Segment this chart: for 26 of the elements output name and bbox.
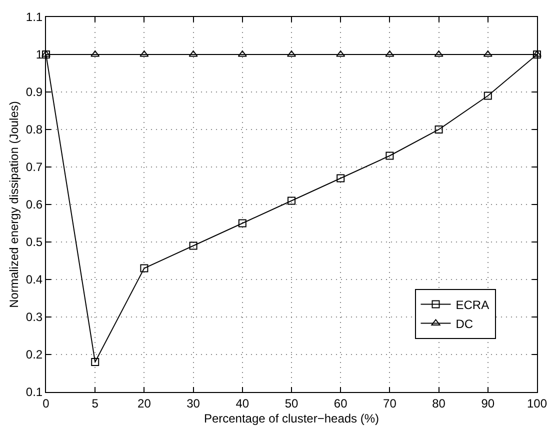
x-tick-label: 60 (334, 396, 348, 410)
y-tick-label: 0.4 (26, 272, 43, 287)
x-tick-label: 90 (481, 396, 495, 410)
x-tick-label: 50 (284, 396, 298, 410)
legend-label: ECRA (456, 298, 490, 312)
y-tick-label: 1 (36, 48, 43, 62)
x-tick-label: 5 (92, 396, 99, 410)
legend-label: DC (456, 316, 474, 331)
y-tick-label: 0.5 (26, 235, 43, 250)
y-tick-label: 0.9 (26, 85, 43, 100)
x-tick-label: 0 (42, 396, 50, 410)
y-tick-label: 0.2 (26, 348, 43, 362)
y-tick-label: 0.3 (26, 310, 43, 324)
y-tick-label: 0.6 (26, 198, 43, 212)
y-axis-title: Normalized energy dissipation (Joules) (7, 101, 22, 308)
x-tick-label: 70 (383, 396, 397, 410)
y-tick-label: 0.8 (26, 122, 43, 137)
x-tick-label: 20 (138, 396, 152, 410)
x-tick-label: 40 (236, 396, 250, 410)
y-tick-label: 0.7 (26, 160, 43, 174)
x-tick-label: 100 (526, 396, 548, 410)
x-axis-title: Percentage of cluster−heads (%) (204, 411, 380, 426)
y-tick-label: 1.1 (26, 10, 43, 24)
x-tick-label: 80 (432, 396, 446, 410)
x-tick-label: 30 (186, 396, 200, 410)
y-tick-label: 0.1 (26, 385, 43, 400)
